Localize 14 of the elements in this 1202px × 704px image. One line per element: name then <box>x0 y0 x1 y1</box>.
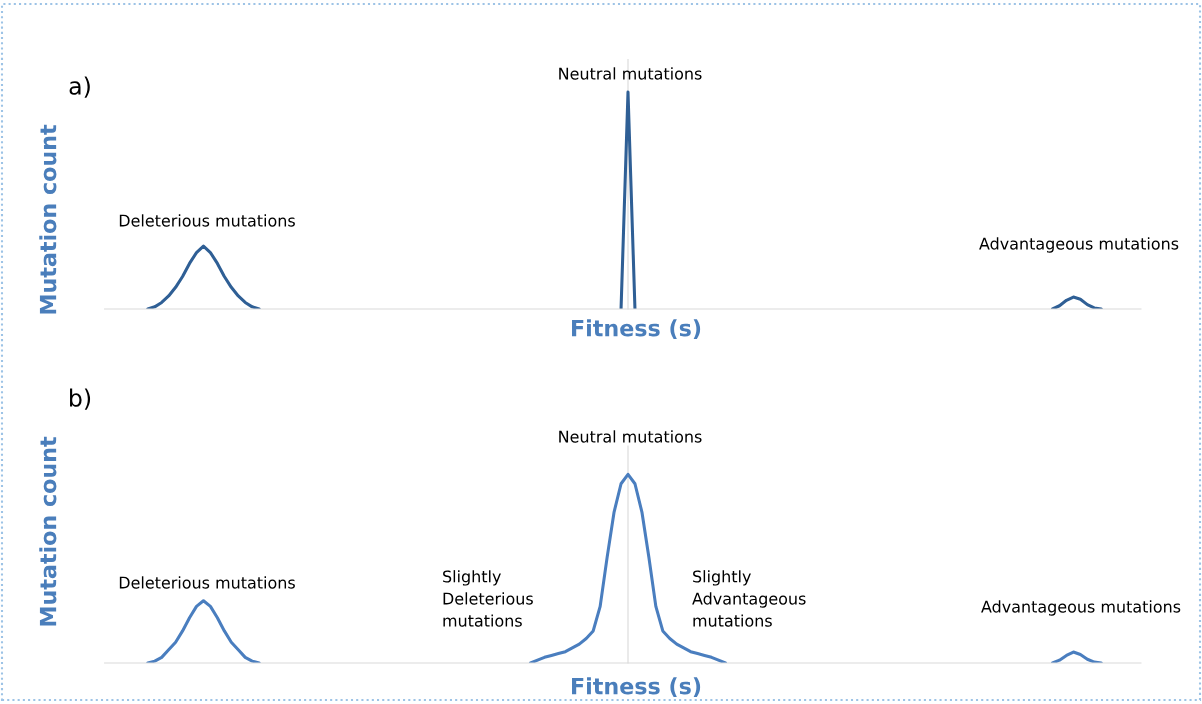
annotation: Advantageous mutations <box>979 237 1179 253</box>
x-axis-title: Fitness (s) <box>572 677 701 698</box>
annotation: Slightly Advantageous mutations <box>692 570 806 627</box>
annotation: Deleterious mutations <box>119 214 295 227</box>
y-axis-title: Mutation count <box>39 436 57 626</box>
text: Neutral mutations <box>559 67 702 80</box>
x-axis-title: Fitness (s) <box>572 319 701 340</box>
annotation: Deleterious mutations <box>119 576 295 589</box>
chart-title: a) <box>69 76 90 98</box>
text: Neutral mutations <box>559 430 702 443</box>
annotation: Advantageous mutations <box>981 600 1181 616</box>
chart-title: b) <box>70 388 91 410</box>
annotation: Slightly Deleterious mutations <box>443 570 533 627</box>
y-axis-title: Mutation count <box>39 124 57 314</box>
